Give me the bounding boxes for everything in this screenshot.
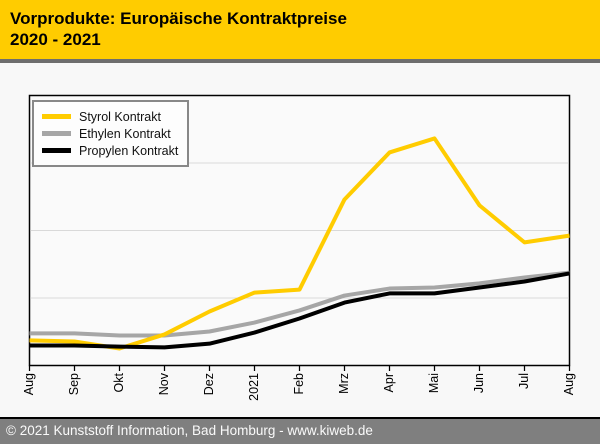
chart-legend: Styrol Kontrakt Ethylen Kontrakt Propyle… [32,100,190,167]
series-line-ethylen [29,270,570,338]
x-axis-label: Okt [112,373,126,393]
page-title: Vorprodukte: Europäische Kontraktpreise … [10,8,347,50]
footer: © 2021 Kunststoff Information, Bad Hombu… [0,417,600,444]
x-axis-label: Nov [157,373,171,396]
legend-item-styrol: Styrol Kontrakt [42,108,178,125]
header-separator [0,59,600,63]
footer-text: © 2021 Kunststoff Information, Bad Hombu… [6,423,373,438]
legend-label-styrol: Styrol Kontrakt [79,109,161,124]
title-line-2: 2020 - 2021 [10,30,101,49]
x-axis-label: Aug [22,373,36,396]
x-axis-label: Mai [427,373,441,394]
x-axis-label: Mrz [337,373,351,394]
legend-item-ethylen: Ethylen Kontrakt [42,125,178,142]
x-axis-label: Apr [382,373,396,393]
x-axis-label: Dez [202,373,216,396]
x-axis-label: Aug [562,373,576,396]
legend-label-propylen: Propylen Kontrakt [79,143,179,158]
x-axis-label: Sep [67,373,81,396]
x-axis-label: Jul [517,373,531,389]
x-axis-label: 2021 [247,373,261,401]
x-axis-ticks [28,365,571,371]
legend-swatch-ethylen [42,131,71,136]
series-lines [29,136,570,351]
legend-swatch-styrol [42,114,71,119]
x-axis-label: Feb [292,373,306,395]
legend-item-propylen: Propylen Kontrakt [42,142,178,159]
x-axis-label: Jun [472,373,486,394]
legend-label-ethylen: Ethylen Kontrakt [79,126,171,141]
title-line-1: Vorprodukte: Europäische Kontraktpreise [10,9,347,28]
legend-swatch-propylen [42,148,71,153]
series-line-propylen [29,271,570,350]
header: Vorprodukte: Europäische Kontraktpreise … [0,0,600,59]
